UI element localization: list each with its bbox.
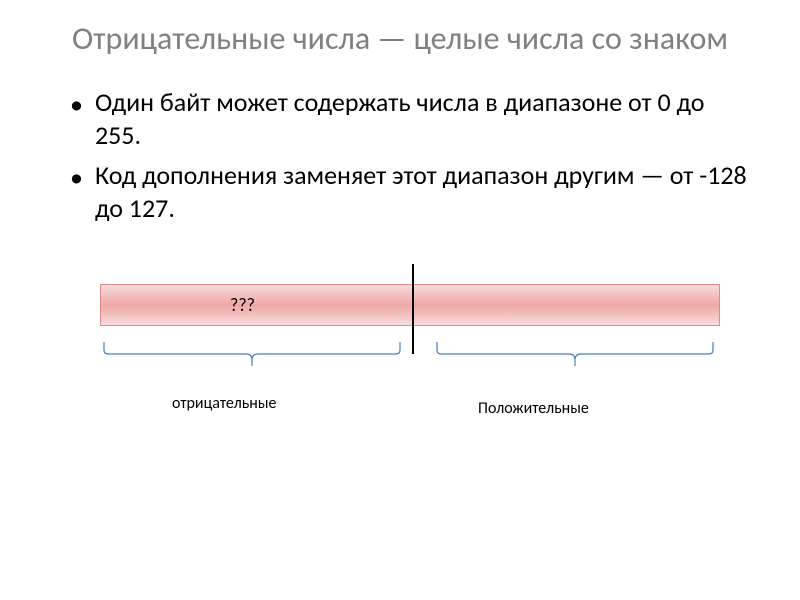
brace-left-icon	[102, 340, 402, 370]
center-divider-line	[412, 264, 414, 354]
bullet-dot-icon: •	[70, 88, 83, 120]
bullet-item: • Один байт может содержать числа в диап…	[70, 86, 750, 151]
bullet-item: • Код дополнения заменяет этот диапазон …	[70, 159, 750, 224]
bullet-list: • Один байт может содержать числа в диап…	[70, 86, 750, 224]
range-bar	[100, 284, 720, 326]
bullet-text: Код дополнения заменяет этот диапазон др…	[95, 159, 750, 224]
slide-title: Отрицательные числа — целые числа со зна…	[50, 20, 750, 58]
brace-right-icon	[435, 340, 715, 370]
slide: Отрицательные числа — целые числа со зна…	[0, 0, 800, 600]
range-diagram: ??? отрицательные Положительные	[50, 264, 750, 464]
bullet-text: Один байт может содержать числа в диапаз…	[95, 86, 750, 151]
positive-label: Положительные	[478, 399, 589, 418]
question-marks-label: ???	[230, 294, 255, 316]
negative-label: отрицательные	[172, 394, 276, 413]
bullet-dot-icon: •	[70, 161, 83, 193]
